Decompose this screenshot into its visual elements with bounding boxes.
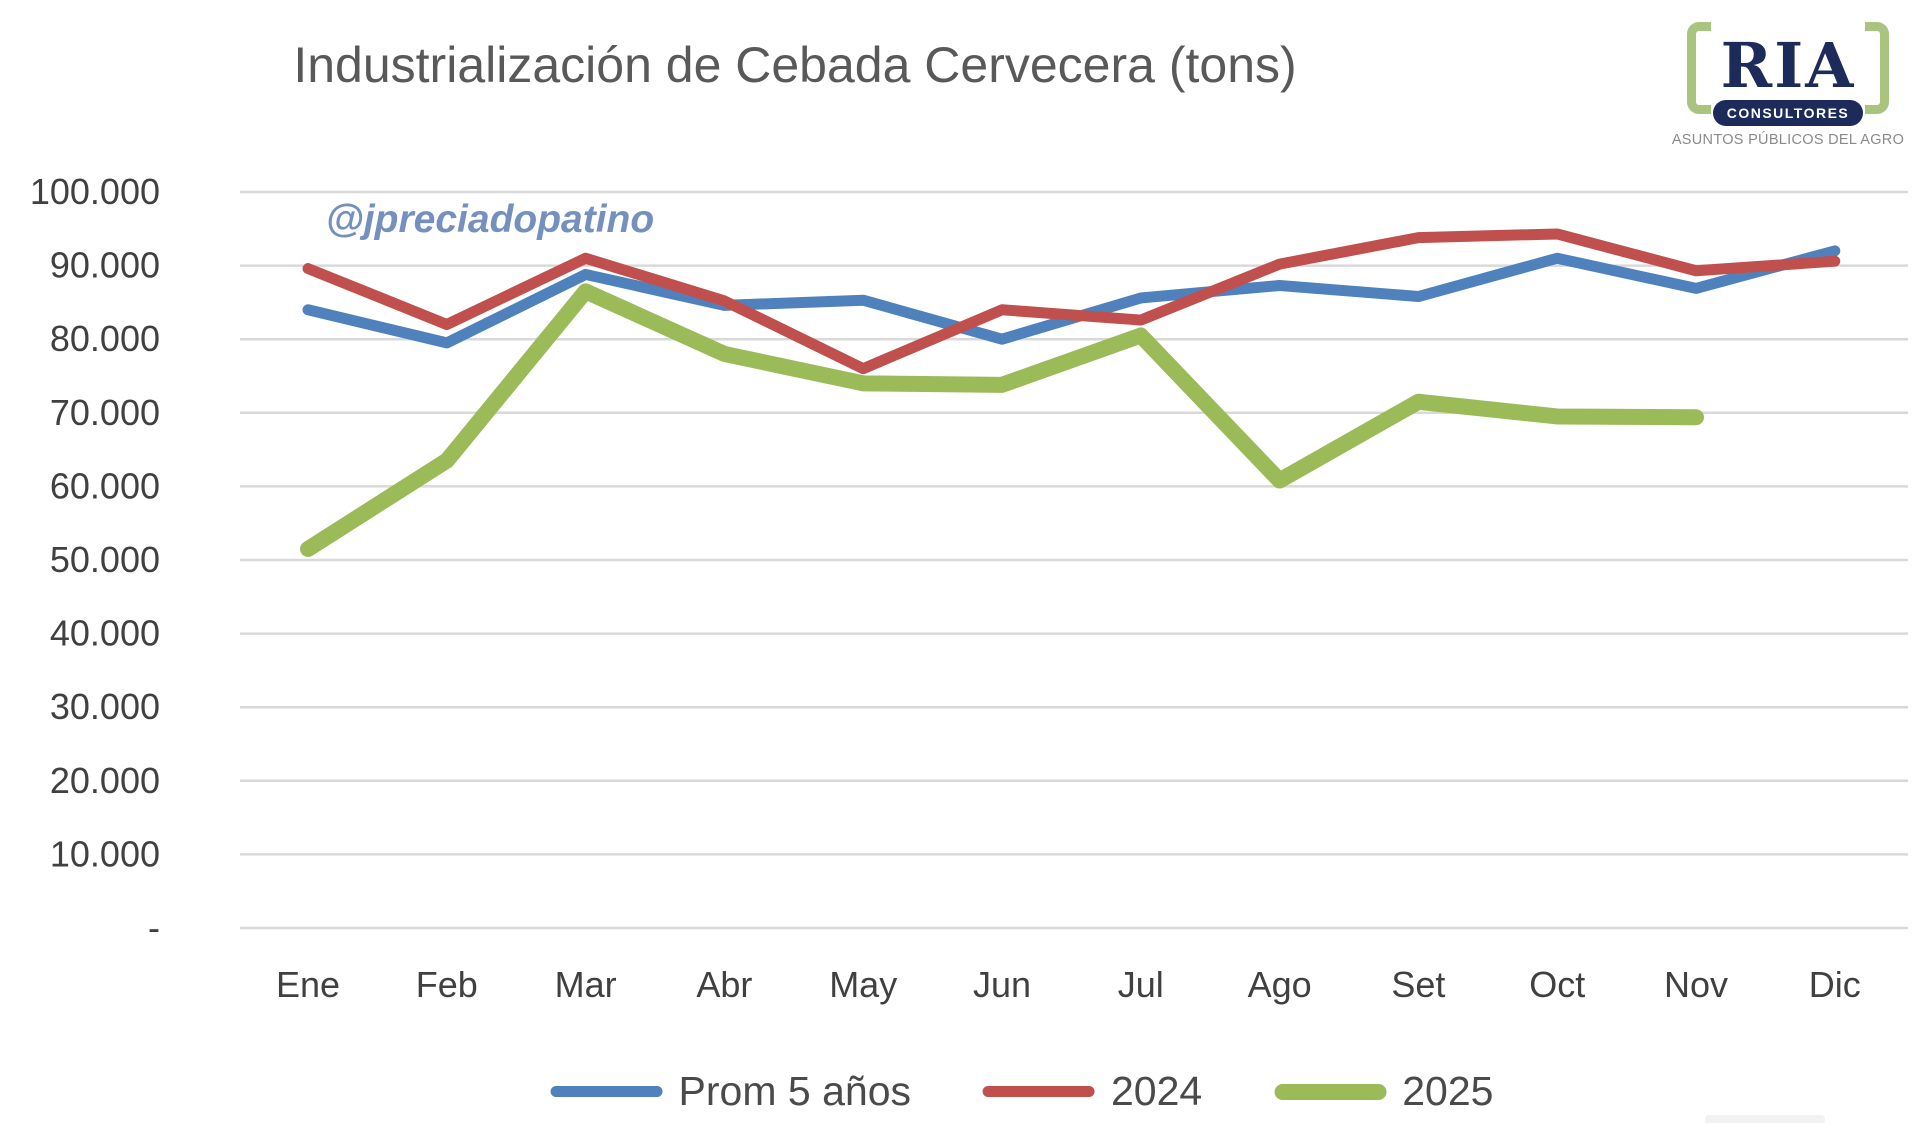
svg-text:Jun: Jun [973, 964, 1031, 1005]
svg-text:70.000: 70.000 [50, 392, 160, 433]
legend-item-2025: 2025 [1274, 1068, 1493, 1115]
chart-title: Industrialización de Cebada Cervecera (t… [293, 37, 1297, 93]
svg-text:Set: Set [1391, 964, 1445, 1005]
svg-text:90.000: 90.000 [50, 245, 160, 286]
svg-text:Mar: Mar [555, 964, 617, 1005]
svg-text:Dic: Dic [1809, 964, 1861, 1005]
svg-text:May: May [829, 964, 897, 1005]
svg-text:Ene: Ene [276, 964, 340, 1005]
svg-text:Feb: Feb [416, 964, 478, 1005]
legend-swatch-2025-icon [1274, 1083, 1387, 1100]
chart-legend: Prom 5 años 2024 2025 [550, 1068, 1493, 1115]
legend-label-2025: 2025 [1402, 1068, 1494, 1114]
svg-text:60.000: 60.000 [50, 465, 160, 506]
logo-row: RIA [1670, 22, 1906, 114]
logo-name: RIA [1720, 29, 1856, 102]
svg-text:40.000: 40.000 [50, 613, 160, 654]
legend-swatch-prom-5-anos-icon [550, 1086, 663, 1097]
svg-text:Oct: Oct [1529, 964, 1585, 1005]
ria-logo: RIA CONSULTORES ASUNTOS PÚBLICOS DEL AGR… [1670, 22, 1906, 148]
logo-tagline: ASUNTOS PÚBLICOS DEL AGRO [1671, 132, 1905, 148]
svg-text:80.000: 80.000 [50, 318, 160, 359]
legend-label-prom-5-anos: Prom 5 años [678, 1068, 912, 1114]
legend-swatch-2024-icon [983, 1086, 1096, 1097]
svg-text:10.000: 10.000 [50, 833, 160, 874]
line-chart: 100.000 90.000 80.000 70.000 60.000 50.000 40.… [30, 171, 1908, 1005]
legend-item-2024: 2024 [983, 1068, 1202, 1115]
svg-text:30.000: 30.000 [50, 686, 160, 727]
svg-text:Abr: Abr [696, 964, 752, 1005]
watermark-handle: @jpreciadopatino [325, 198, 655, 241]
legend-item-prom-5-anos: Prom 5 años [550, 1068, 912, 1115]
svg-text:Ago: Ago [1248, 964, 1312, 1005]
svg-text:50.000: 50.000 [50, 539, 160, 580]
logo-subtitle-pill: CONSULTORES [1713, 100, 1863, 126]
svg-text:Jul: Jul [1118, 964, 1164, 1005]
svg-text:-: - [148, 907, 160, 948]
svg-text:Nov: Nov [1664, 964, 1728, 1005]
logo-left-bracket-icon [1686, 22, 1711, 114]
svg-text:20.000: 20.000 [50, 760, 160, 801]
logo-right-bracket-icon [1865, 22, 1890, 114]
cropped-watermark-artifact [1705, 1115, 1825, 1123]
svg-text:100.000: 100.000 [30, 171, 160, 212]
legend-label-2024: 2024 [1111, 1068, 1203, 1114]
